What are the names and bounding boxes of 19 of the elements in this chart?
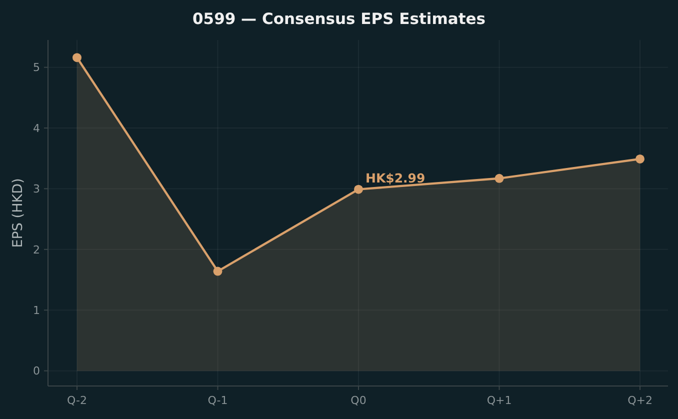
y-tick-label: 5 (33, 61, 40, 74)
y-tick-label: 0 (33, 364, 40, 378)
x-tick-label: Q-1 (208, 394, 228, 407)
y-tick-label: 4 (33, 122, 40, 135)
y-tick-label: 3 (33, 182, 40, 196)
point (213, 266, 222, 276)
y-tick-label: 1 (33, 304, 40, 317)
chart-title: 0599 — Consensus EPS Estimates (192, 10, 486, 28)
point (354, 184, 363, 194)
point (494, 174, 504, 183)
point (72, 53, 82, 62)
x-tick-label: Q+1 (486, 394, 512, 407)
y-axis-title: EPS (HKD) (10, 178, 26, 248)
point (636, 154, 644, 164)
x-tick-label: Q+2 (628, 394, 652, 407)
x-tick-label: Q-2 (67, 394, 87, 407)
x-tick-label: Q0 (350, 394, 366, 407)
annotation: HK$2.99 (366, 170, 426, 186)
y-tick-label: 2 (33, 243, 40, 256)
